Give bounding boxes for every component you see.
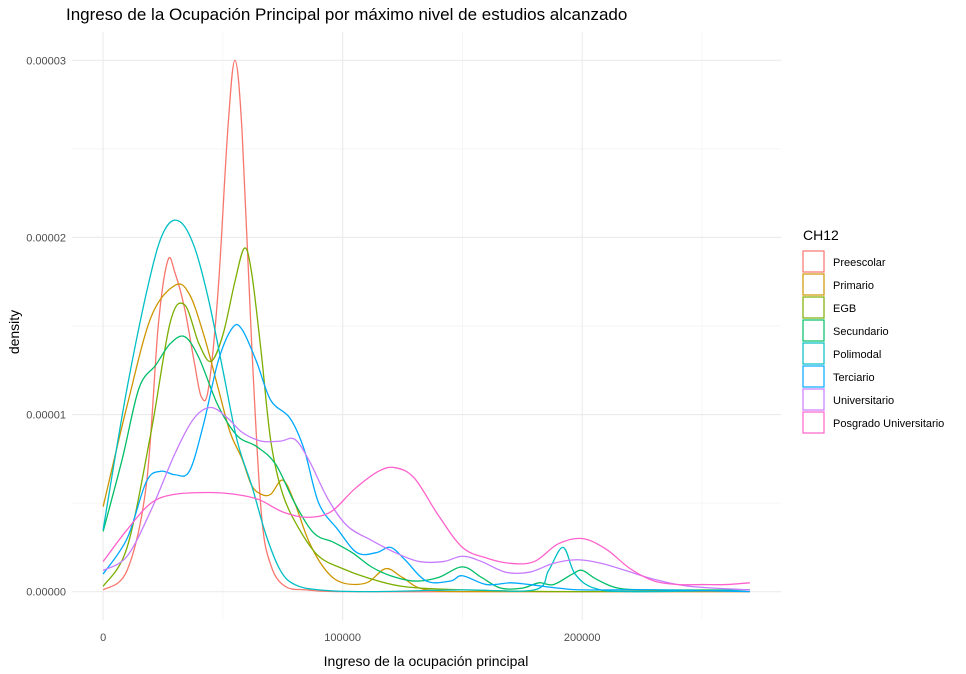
x-tick-label: 100000 bbox=[324, 632, 361, 644]
x-axis-ticks: 0 100000 200000 bbox=[100, 632, 600, 644]
grid-lines bbox=[72, 32, 781, 620]
y-tick-label: 0.00003 bbox=[26, 55, 66, 67]
density-curve-primario bbox=[102, 283, 750, 593]
legend-key-secundario bbox=[802, 319, 825, 342]
legend-key-polimodal bbox=[802, 342, 825, 365]
y-axis-ticks: 0.00000 0.00001 0.00002 0.00003 bbox=[26, 55, 66, 598]
legend-label-egb: EGB bbox=[833, 303, 856, 315]
density-curve-posgrado-universitario bbox=[102, 466, 750, 586]
legend-label-primario: Primario bbox=[833, 280, 874, 292]
legend: CH12 Preescolar Primario EGB Secundario Poli… bbox=[802, 227, 944, 434]
legend-key-egb bbox=[802, 296, 825, 319]
density-curve-egb bbox=[102, 247, 750, 593]
legend-key-preescolar bbox=[802, 250, 825, 273]
density-curves bbox=[102, 59, 750, 593]
x-tick-label: 200000 bbox=[564, 632, 601, 644]
y-tick-label: 0.00001 bbox=[26, 410, 66, 422]
x-tick-label: 0 bbox=[100, 632, 106, 644]
legend-key-universitario bbox=[802, 388, 825, 411]
legend-label-preescolar: Preescolar bbox=[833, 257, 886, 269]
legend-label-terciario: Terciario bbox=[833, 372, 875, 384]
legend-key-terciario bbox=[802, 365, 825, 388]
y-tick-label: 0.00000 bbox=[26, 587, 66, 599]
legend-label-universitario: Universitario bbox=[833, 395, 894, 407]
y-axis-title: density bbox=[6, 310, 22, 354]
density-curve-secundario bbox=[102, 335, 750, 591]
legend-label-posgrado-universitario: Posgrado Universitario bbox=[833, 418, 944, 430]
chart-title: Ingreso de la Ocupación Principal por má… bbox=[66, 5, 627, 24]
legend-key-primario bbox=[802, 273, 825, 296]
legend-key-posgrado-universitario bbox=[802, 411, 825, 434]
y-tick-label: 0.00002 bbox=[26, 232, 66, 244]
density-curve-polimodal bbox=[102, 219, 750, 593]
legend-title: CH12 bbox=[803, 227, 839, 243]
density-curve-universitario bbox=[102, 406, 750, 591]
legend-label-secundario: Secundario bbox=[833, 326, 889, 338]
legend-label-polimodal: Polimodal bbox=[833, 349, 881, 361]
x-axis-title: Ingreso de la ocupación principal bbox=[324, 653, 529, 669]
density-curve-terciario bbox=[102, 323, 750, 593]
